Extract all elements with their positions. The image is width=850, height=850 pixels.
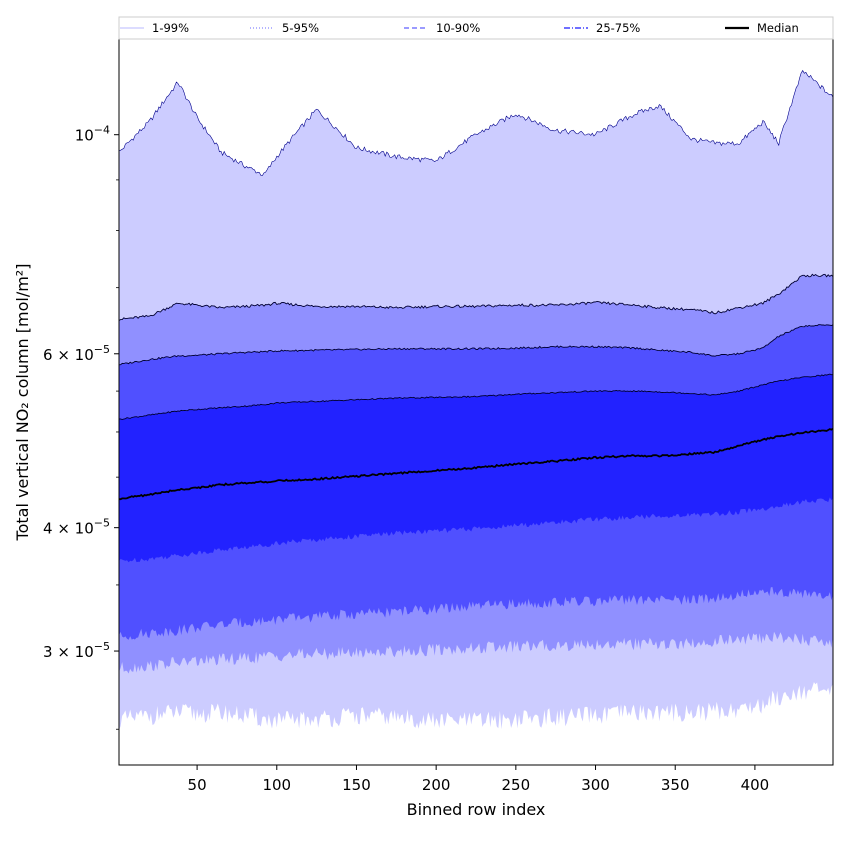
series-line-p95	[118, 273, 834, 321]
legend-label: 25-75%	[596, 21, 640, 35]
y-axis-ticks: 10−4 6 × 10−5 4 × 10−5 3 × 10−5	[43, 124, 119, 730]
series-line-median	[118, 427, 834, 501]
x-tick-label: 50	[188, 776, 207, 794]
x-tick-label: 200	[422, 776, 451, 794]
y-tick-label: 4 × 10−5	[43, 517, 110, 538]
legend-box	[118, 16, 834, 40]
median-layer	[118, 427, 834, 501]
y-tick-label: 6 × 10−5	[43, 343, 110, 364]
legend-label: 5-95%	[282, 21, 319, 35]
x-tick-label: 400	[741, 776, 770, 794]
legend-label: 1-99%	[152, 21, 189, 35]
x-tick-label: 100	[262, 776, 291, 794]
x-axis-ticks: 50 100 150 200 250 300 350 400	[188, 765, 770, 794]
series-line-p99	[118, 69, 834, 176]
legend: 1-99% 5-95% 10-90% 25-75% Median	[118, 16, 834, 40]
series-line-p75	[118, 373, 833, 420]
legend-label: 10-90%	[436, 21, 480, 35]
y-tick-label: 10−4	[75, 124, 110, 145]
x-tick-label: 350	[661, 776, 690, 794]
percentile-bands	[118, 69, 834, 731]
x-tick-label: 150	[342, 776, 371, 794]
x-tick-label: 250	[502, 776, 531, 794]
series-line-p90	[118, 324, 834, 366]
plot-area	[118, 39, 834, 765]
legend-label: Median	[757, 21, 799, 35]
y-axis-title: Total vertical NO₂ column [mol/m²]	[13, 264, 32, 542]
x-axis-title: Binned row index	[407, 800, 546, 819]
y-tick-label: 3 × 10−5	[43, 640, 110, 661]
x-tick-label: 300	[581, 776, 610, 794]
